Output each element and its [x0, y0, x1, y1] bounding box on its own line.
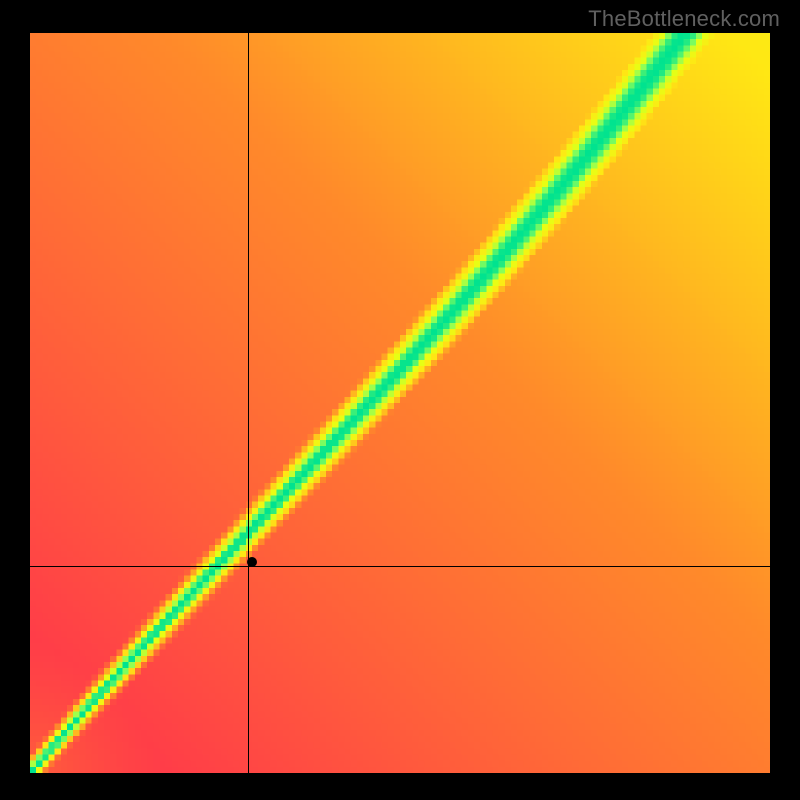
heatmap-plot [30, 33, 770, 773]
crosshair-horizontal [30, 566, 770, 567]
crosshair-vertical [248, 33, 249, 773]
heatmap-canvas [30, 33, 770, 773]
source-watermark: TheBottleneck.com [588, 6, 780, 32]
image-frame: TheBottleneck.com [0, 0, 800, 800]
data-point-marker [247, 557, 257, 567]
